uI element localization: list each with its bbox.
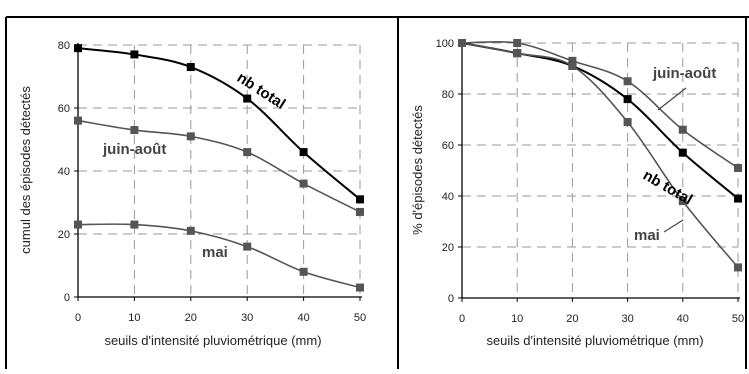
- chart-right-point-mai: [623, 118, 632, 127]
- chart-left-series-line-nb-total: [77, 47, 361, 201]
- chart-left-point-mai: [130, 220, 139, 229]
- chart-right-point-mai: [513, 49, 522, 58]
- chart-left-label-juin-aout: juin-août: [102, 141, 166, 158]
- chart-left-point-nb-total: [243, 94, 252, 103]
- chart-left-point-juin-ao-t: [186, 132, 195, 141]
- chart-left-point-juin-ao-t: [299, 179, 308, 188]
- chart-left: 0 20 40 60 80 0 10 20 30 40 50 seuils d'intensité …: [18, 40, 366, 348]
- chart-right-grid: [462, 42, 739, 298]
- chart-right-series-line-juin-ao-t: [461, 40, 739, 169]
- chart-left-xtick-label: 0: [75, 312, 81, 324]
- chart-left-point-juin-ao-t: [243, 148, 252, 157]
- chart-left-point-mai: [243, 242, 252, 251]
- chart-right-ytick-label: 80: [442, 89, 454, 101]
- chart-right-xtick-label: 0: [459, 313, 465, 325]
- chart-right-point-juin-ao-t: [513, 39, 522, 47]
- chart-right-point-juin-ao-t: [678, 125, 687, 134]
- chart-right-ytick-label: 0: [448, 293, 454, 305]
- chart-right-xtick-label: 50: [732, 313, 744, 325]
- chart-left-xlabel: seuils d'intensité pluviométrique (mm): [104, 333, 321, 348]
- chart-left-label-nb-total: nb total: [234, 69, 289, 113]
- chart-left-series-line-mai: [77, 223, 361, 289]
- chart-right-ticks: 0 20 40 60 80 100 0 10 20 30 40 50: [436, 38, 744, 325]
- chart-left-point-mai: [74, 220, 82, 229]
- chart-right-point-nb-total: [734, 194, 742, 203]
- chart-left-xtick-label: 40: [297, 312, 309, 324]
- chart-left-grid: [78, 44, 361, 297]
- chart-left-point-nb-total: [130, 50, 139, 59]
- chart-left-point-juin-ao-t: [74, 116, 82, 125]
- chart-left-point-juin-ao-t: [130, 126, 139, 135]
- chart-right-xtick-label: 10: [511, 313, 523, 325]
- chart-left-ytick-label: 40: [58, 166, 70, 178]
- chart-left-series-line-juin-ao-t: [77, 119, 361, 213]
- chart-right-point-mai: [678, 197, 687, 206]
- chart-left-xtick-label: 50: [354, 312, 366, 324]
- chart-right-point-mai: [568, 61, 577, 70]
- chart-left-ticks: 0 20 40 60 80 0 10 20 30 40 50: [58, 40, 366, 324]
- chart-right-point-juin-ao-t: [568, 56, 577, 65]
- chart-left-point-juin-ao-t: [356, 207, 364, 216]
- chart-right-pointer-juin-aout: [657, 87, 687, 111]
- chart-right-ytick-label: 20: [442, 242, 454, 254]
- chart-left-label-mai: mai: [202, 244, 228, 261]
- chart-left-xtick-label: 20: [185, 312, 197, 324]
- chart-right-point-juin-ao-t: [734, 163, 742, 172]
- chart-left-ytick-label: 80: [58, 40, 70, 52]
- chart-right-series: [458, 39, 742, 272]
- chart-right-point-nb-total: [678, 148, 687, 157]
- chart-right-xtick-label: 20: [566, 313, 578, 325]
- chart-right-ytick-label: 60: [442, 140, 454, 152]
- chart-left-series: [74, 44, 364, 292]
- chart-right-xtick-label: 40: [677, 313, 689, 325]
- chart-left-point-mai: [186, 226, 195, 235]
- chart-right-label-mai: mai: [634, 227, 660, 244]
- chart-right-point-mai: [734, 263, 742, 272]
- chart-right-point-juin-ao-t: [623, 77, 632, 86]
- chart-right-ytick-label: 40: [442, 191, 454, 203]
- chart-right-ytick-label: 100: [436, 38, 454, 50]
- chart-left-ytick-label: 0: [64, 292, 70, 304]
- chart-left-point-mai: [356, 283, 364, 292]
- chart-left-ytick-label: 60: [58, 103, 70, 115]
- chart-left-xtick-label: 30: [241, 312, 253, 324]
- chart-right-axes: [461, 41, 740, 299]
- chart-right-xtick-label: 30: [621, 313, 633, 325]
- chart-left-point-nb-total: [356, 195, 364, 204]
- chart-right-label-juin-aout: juin-août: [652, 65, 716, 82]
- chart-right-label-nb-total: nb total: [640, 167, 695, 209]
- chart-right-point-mai: [458, 39, 466, 47]
- chart-left-point-nb-total: [299, 148, 308, 157]
- chart-left-ylabel: cumul des épisodes détectés: [18, 86, 33, 254]
- chart-right: 0 20 40 60 80 100 0 10 20 30 40 50 seuils d'intensi…: [410, 38, 744, 348]
- chart-left-point-nb-total: [74, 44, 82, 53]
- chart-right-point-nb-total: [623, 95, 632, 104]
- chart-left-point-mai: [299, 267, 308, 276]
- chart-right-xlabel: seuils d'intensité pluviométrique (mm): [486, 333, 703, 348]
- chart-right-pointer-mai: [663, 219, 684, 233]
- chart-left-point-nb-total: [186, 63, 195, 72]
- chart-right-ylabel: % d'épisodes détectés: [410, 105, 425, 235]
- chart-left-ytick-label: 20: [58, 229, 70, 241]
- chart-left-axes: [77, 43, 362, 298]
- chart-left-xtick-label: 10: [128, 312, 140, 324]
